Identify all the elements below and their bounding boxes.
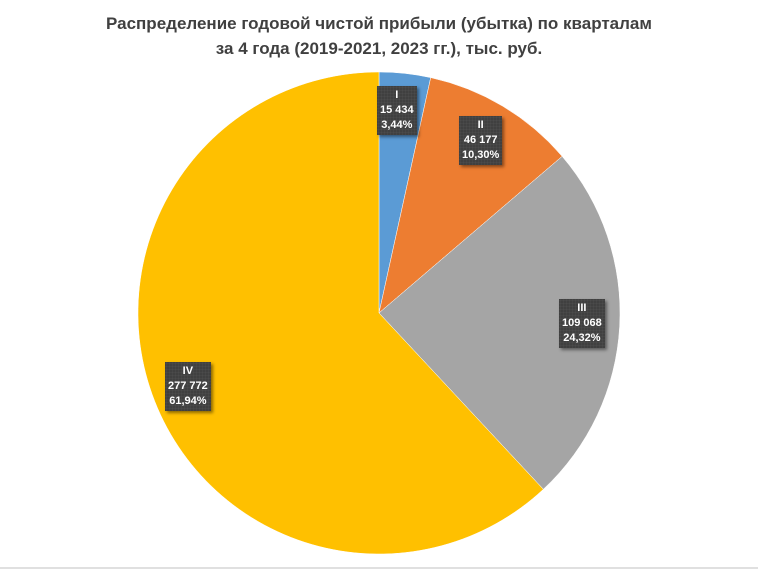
- label-category: IV: [182, 365, 194, 377]
- chart-title-line-2: за 4 года (2019-2021, 2023 гг.), тыс. ру…: [215, 39, 543, 58]
- label-value: 15 434: [380, 104, 414, 116]
- pie-slice-iv: [137, 71, 544, 555]
- pie-slice-iii: [378, 155, 621, 490]
- label-percent: 61,94%: [169, 395, 207, 407]
- label-value: 109 068: [562, 317, 602, 329]
- pie-slices: [137, 71, 621, 555]
- chart-title-line-1: Распределение годовой чистой прибыли (уб…: [106, 14, 652, 33]
- label-category: III: [577, 302, 587, 314]
- data-label-q3: III 109 068 24,32%: [559, 299, 605, 348]
- chart-title: Распределение годовой чистой прибыли (уб…: [0, 11, 758, 61]
- label-value: 46 177: [463, 134, 498, 146]
- label-value: 277 772: [168, 380, 208, 392]
- label-category: I: [395, 89, 399, 101]
- data-label-q4: IV 277 772 61,94%: [165, 362, 211, 411]
- label-percent: 10,30%: [462, 149, 500, 161]
- label-percent: 24,32%: [563, 332, 601, 344]
- pie-slice-ii: [378, 77, 563, 314]
- data-label-q2: II 46 177 10,30%: [459, 116, 503, 165]
- label-percent: 3,44%: [381, 119, 413, 131]
- data-label-q1: I 15 434 3,44%: [377, 86, 417, 135]
- label-category: II: [477, 119, 484, 131]
- bottom-border: [0, 567, 758, 569]
